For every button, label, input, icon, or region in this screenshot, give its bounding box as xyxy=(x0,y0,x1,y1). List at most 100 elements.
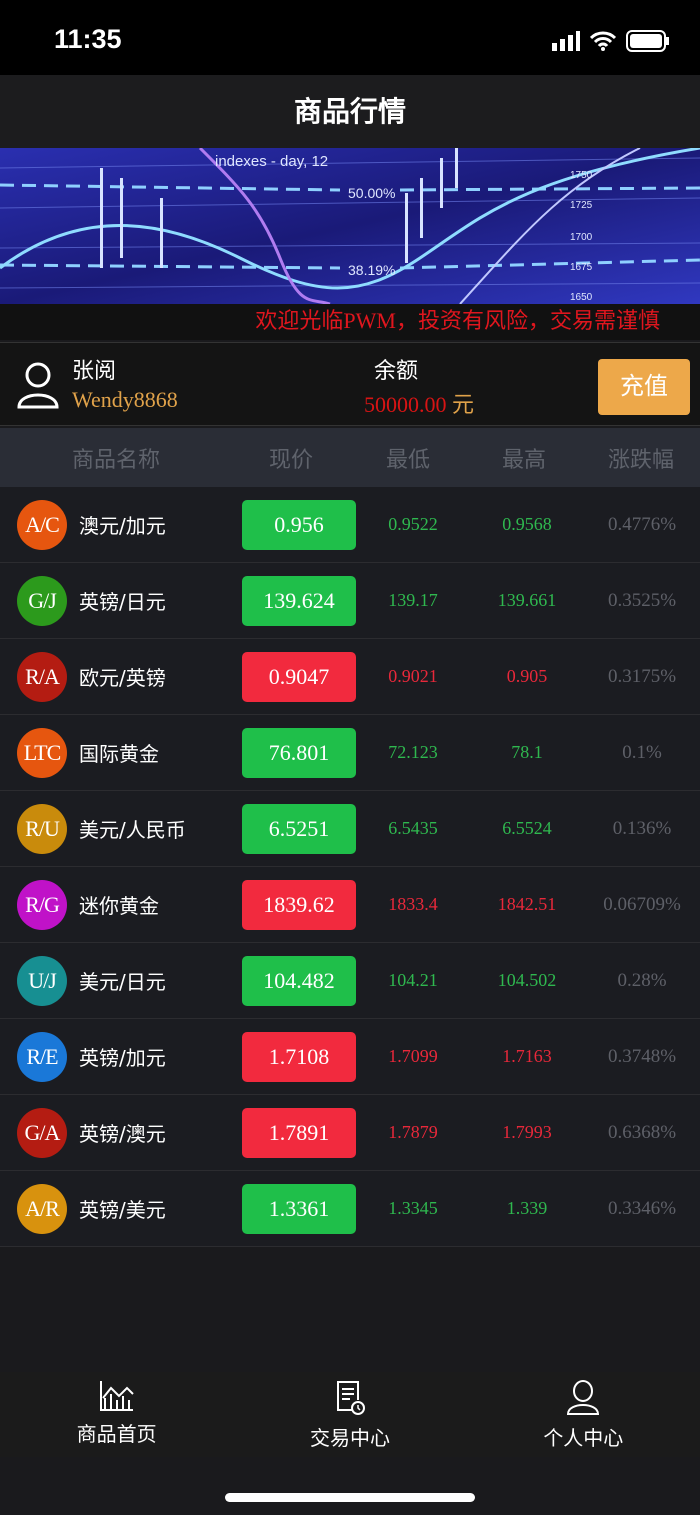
product-name: 欧元/英镑 xyxy=(79,666,166,690)
table-row[interactable]: A/R 英镑/美元 1.3361 1.3345 1.339 0.3346% xyxy=(0,1171,700,1247)
product-cell: LTC 国际黄金 xyxy=(0,727,242,778)
low-price: 1.7879 xyxy=(388,1122,438,1142)
tab-home[interactable]: 商品首页 xyxy=(0,1372,233,1457)
table-row[interactable]: U/J 美元/日元 104.482 104.21 104.502 0.28% xyxy=(0,943,700,1019)
tab-trade-center[interactable]: 交易中心 xyxy=(233,1372,466,1457)
product-cell: G/A 英镑/澳元 xyxy=(0,1107,242,1158)
document-clock-icon xyxy=(336,1381,365,1415)
table-row[interactable]: A/C 澳元/加元 0.956 0.9522 0.9568 0.4776% xyxy=(0,487,700,563)
product-cell: U/J 美元/日元 xyxy=(0,955,242,1006)
product-name: 美元/人民币 xyxy=(79,818,186,842)
tab-bar: 商品首页 交易中心 个人中心 xyxy=(0,1372,700,1457)
product-name: 美元/日元 xyxy=(79,970,166,994)
product-name: 英镑/日元 xyxy=(79,590,166,614)
table-row[interactable]: R/G 迷你黄金 1839.62 1833.4 1842.51 0.06709% xyxy=(0,867,700,943)
high-price: 0.905 xyxy=(506,666,548,686)
current-price[interactable]: 104.482 xyxy=(242,955,356,1006)
change-percent: 0.06709% xyxy=(603,893,681,915)
balance-amount: 50000.00 xyxy=(364,392,447,417)
high-price: 1.7993 xyxy=(502,1122,552,1142)
user-panel: 张阅 Wendy8868 余额 50000.00 元 充值 xyxy=(0,342,700,426)
high-price: 6.5524 xyxy=(502,818,552,838)
product-name: 英镑/加元 xyxy=(79,1046,166,1070)
product-cell: A/C 澳元/加元 xyxy=(0,499,242,550)
product-badge-icon: A/C xyxy=(17,499,67,550)
low-price: 1.7099 xyxy=(388,1046,438,1066)
current-price[interactable]: 1.3361 xyxy=(242,1183,356,1234)
current-price[interactable]: 1.7108 xyxy=(242,1031,356,1082)
change-percent: 0.3525% xyxy=(607,589,677,611)
user-avatar-icon xyxy=(17,362,59,409)
banner-axis-label: 1675 xyxy=(570,262,593,273)
product-badge-icon: G/A xyxy=(17,1107,67,1158)
table-row[interactable]: G/A 英镑/澳元 1.7891 1.7879 1.7993 0.6368% xyxy=(0,1095,700,1171)
header-price: 现价 xyxy=(268,447,313,473)
product-name: 迷你黄金 xyxy=(79,894,159,918)
current-price[interactable]: 0.9047 xyxy=(242,651,356,702)
high-price: 1.339 xyxy=(506,1198,548,1218)
tab-label: 商品首页 xyxy=(76,1422,157,1446)
product-badge-icon: G/J xyxy=(17,575,67,626)
product-cell: R/A 欧元/英镑 xyxy=(0,651,242,702)
change-percent: 0.136% xyxy=(612,817,672,839)
product-badge-icon: R/G xyxy=(17,879,67,930)
current-price[interactable]: 0.956 xyxy=(242,499,356,550)
table-row[interactable]: G/J 英镑/日元 139.624 139.17 139.661 0.3525% xyxy=(0,563,700,639)
low-price: 104.21 xyxy=(388,970,438,990)
table-row[interactable]: R/E 英镑/加元 1.7108 1.7099 1.7163 0.3748% xyxy=(0,1019,700,1095)
product-cell: R/G 迷你黄金 xyxy=(0,879,242,930)
banner-image[interactable]: indexes - day, 12 50.00% 38.19% 1750 172… xyxy=(0,148,700,304)
product-badge-icon: R/U xyxy=(17,803,67,854)
header-high: 最高 xyxy=(501,447,546,473)
current-price[interactable]: 6.5251 xyxy=(242,803,356,854)
high-price: 1842.51 xyxy=(497,894,557,914)
high-price: 104.502 xyxy=(497,970,557,990)
product-name: 澳元/加元 xyxy=(79,514,166,538)
header-name: 商品名称 xyxy=(71,447,160,473)
clock: 11:35 xyxy=(54,24,122,54)
page-title: 商品行情 xyxy=(0,75,700,148)
product-badge-icon: A/R xyxy=(17,1183,67,1234)
low-price: 0.9522 xyxy=(388,514,438,534)
chart-icon xyxy=(99,1381,134,1411)
balance-currency: 元 xyxy=(452,392,475,417)
product-cell: R/E 英镑/加元 xyxy=(0,1031,242,1082)
change-percent: 0.3175% xyxy=(607,665,677,687)
product-cell: R/U 美元/人民币 xyxy=(0,803,242,854)
user-id: Wendy8868 xyxy=(72,387,178,412)
banner-axis-label: 1650 xyxy=(570,292,593,303)
low-price: 139.17 xyxy=(388,590,438,610)
table-row[interactable]: R/A 欧元/英镑 0.9047 0.9021 0.905 0.3175% xyxy=(0,639,700,715)
product-name: 英镑/美元 xyxy=(79,1198,166,1222)
wifi-icon xyxy=(590,31,616,51)
high-price: 78.1 xyxy=(511,742,543,762)
low-price: 1833.4 xyxy=(388,894,438,914)
product-badge-icon: U/J xyxy=(17,955,67,1006)
table-row[interactable]: LTC 国际黄金 76.801 72.123 78.1 0.1% xyxy=(0,715,700,791)
current-price[interactable]: 76.801 xyxy=(242,727,356,778)
banner-level: 38.19% xyxy=(348,262,395,278)
header-low: 最低 xyxy=(385,447,430,473)
current-price[interactable]: 1839.62 xyxy=(242,879,356,930)
signal-icon xyxy=(552,31,580,51)
balance-value: 50000.00 元 xyxy=(364,387,474,419)
change-percent: 0.3748% xyxy=(607,1045,677,1067)
current-price[interactable]: 1.7891 xyxy=(242,1107,356,1158)
recharge-button[interactable]: 充值 xyxy=(598,359,690,415)
change-percent: 0.28% xyxy=(617,969,667,991)
high-price: 1.7163 xyxy=(502,1046,552,1066)
banner-axis-label: 1725 xyxy=(570,200,593,211)
user-name: 张阅 xyxy=(72,359,117,384)
home-indicator[interactable] xyxy=(225,1493,475,1502)
banner-caption: indexes - day, 12 xyxy=(215,153,328,170)
tab-profile[interactable]: 个人中心 xyxy=(467,1372,700,1457)
low-price: 6.5435 xyxy=(388,818,438,838)
product-badge-icon: R/E xyxy=(17,1031,67,1082)
current-price[interactable]: 139.624 xyxy=(242,575,356,626)
product-cell: A/R 英镑/美元 xyxy=(0,1183,242,1234)
low-price: 1.3345 xyxy=(388,1198,438,1218)
notice-marquee: 欢迎光临PWM，投资有风险，交易需谨慎 xyxy=(0,304,700,340)
table-row[interactable]: R/U 美元/人民币 6.5251 6.5435 6.5524 0.136% xyxy=(0,791,700,867)
change-percent: 0.4776% xyxy=(607,513,677,535)
banner-level: 50.00% xyxy=(348,185,395,201)
